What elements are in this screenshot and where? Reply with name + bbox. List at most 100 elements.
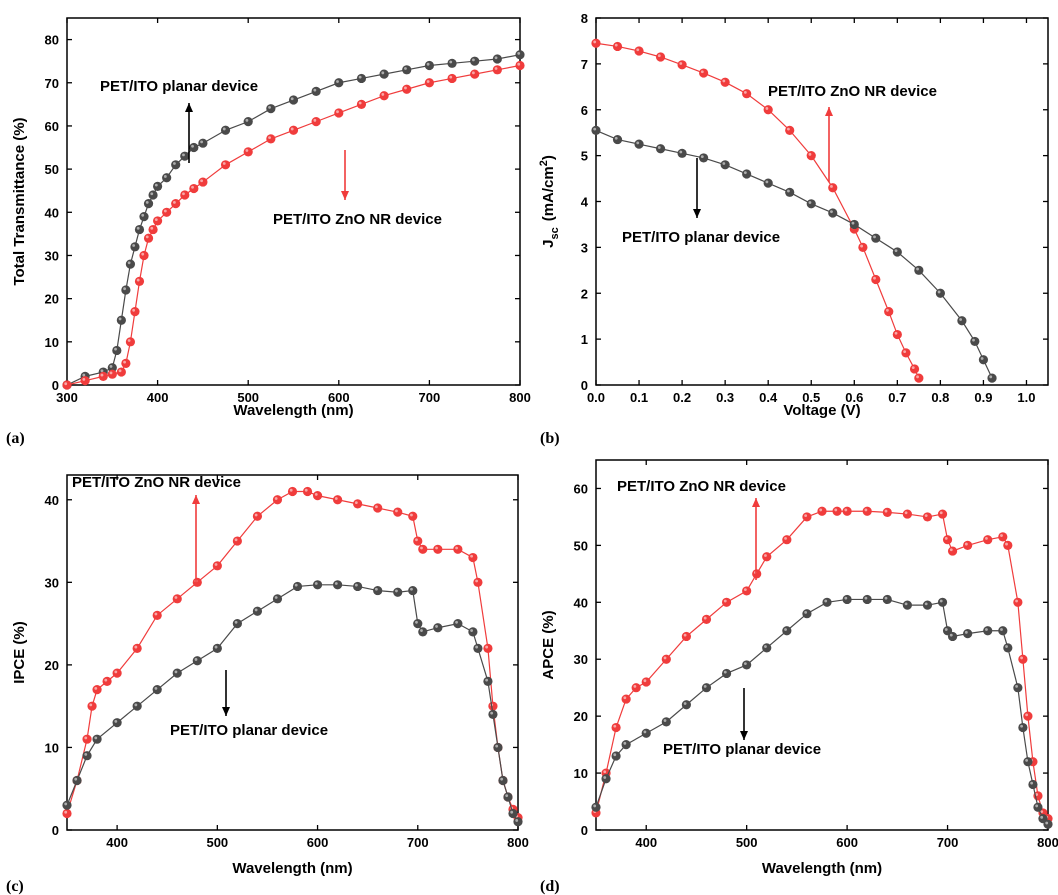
- data-point-highlight: [191, 185, 194, 189]
- y-tick-label: 10: [574, 766, 588, 781]
- data-point: [130, 242, 140, 252]
- data-point: [112, 718, 122, 728]
- data-point-highlight: [1005, 645, 1008, 648]
- data-point: [373, 585, 383, 596]
- data-point-highlight: [141, 252, 145, 256]
- data-point-highlight: [254, 608, 258, 612]
- data-point-highlight: [100, 369, 104, 373]
- y-tick-label: 60: [45, 119, 59, 134]
- data-point-highlight: [515, 819, 519, 822]
- data-point: [333, 495, 343, 505]
- data-point-highlight: [972, 338, 975, 342]
- data-point: [591, 38, 601, 48]
- data-point: [134, 276, 145, 286]
- data-point-highlight: [916, 375, 919, 379]
- data-point-highlight: [404, 86, 407, 90]
- data-point: [98, 371, 108, 381]
- y-tick-label: 30: [574, 652, 588, 667]
- data-point: [198, 177, 208, 187]
- x-axis-title: Wavelength (nm): [232, 860, 352, 877]
- data-point: [252, 606, 263, 616]
- data-point: [92, 734, 102, 744]
- annotation-label: PET/ITO planar device: [100, 78, 258, 95]
- data-point: [513, 817, 523, 827]
- data-point-highlight: [886, 308, 889, 312]
- data-point-highlight: [517, 62, 521, 66]
- data-point-highlight: [154, 218, 158, 222]
- data-point-highlight: [470, 554, 473, 558]
- data-point: [963, 540, 973, 550]
- y-tick-label: 0: [581, 378, 588, 393]
- annotation-arrow-head: [192, 495, 200, 504]
- data-point: [266, 104, 276, 114]
- x-tick-label: 800: [507, 835, 529, 850]
- data-point: [171, 199, 181, 209]
- series-0: [591, 506, 1053, 824]
- data-point-highlight: [222, 162, 226, 165]
- panel-label: (c): [6, 878, 24, 895]
- annotation-label: PET/ITO ZnO NR device: [617, 478, 786, 495]
- data-point-highlight: [1015, 684, 1018, 688]
- data-point-highlight: [381, 71, 385, 75]
- data-point: [802, 609, 812, 619]
- y-tick-label: 0: [52, 378, 59, 393]
- data-point-highlight: [358, 75, 362, 79]
- data-point-highlight: [623, 696, 627, 700]
- x-axis-title: Wavelength (nm): [762, 860, 882, 877]
- data-point-highlight: [154, 612, 158, 616]
- data-point-highlight: [764, 554, 767, 557]
- data-point-highlight: [636, 141, 640, 145]
- plot-frame: [595, 17, 1049, 386]
- data-point-highlight: [174, 596, 178, 599]
- data-point-highlight: [743, 588, 747, 592]
- x-tick-label: 600: [328, 390, 350, 405]
- data-point: [1028, 779, 1038, 790]
- data-point-highlight: [127, 261, 131, 265]
- data-point-highlight: [475, 579, 479, 583]
- data-point-highlight: [495, 744, 499, 748]
- data-point: [862, 594, 872, 605]
- y-tick-label: 40: [45, 205, 59, 220]
- data-point-highlight: [834, 508, 838, 512]
- y-tick-label: 0: [52, 823, 59, 838]
- data-point-highlight: [939, 599, 943, 603]
- data-point: [180, 151, 190, 161]
- data-point: [447, 58, 457, 68]
- data-point: [611, 751, 621, 761]
- data-point-highlight: [700, 70, 704, 74]
- data-point: [591, 802, 601, 812]
- data-point-highlight: [593, 40, 597, 44]
- data-point-highlight: [200, 140, 204, 144]
- data-point: [62, 800, 72, 810]
- data-point: [334, 78, 344, 88]
- data-point: [139, 250, 149, 261]
- data-point-highlight: [844, 596, 848, 600]
- data-point-highlight: [182, 192, 185, 196]
- data-point: [937, 509, 948, 519]
- data-point: [232, 536, 242, 546]
- data-point: [148, 190, 158, 200]
- data-point-highlight: [426, 80, 430, 83]
- data-point: [243, 147, 253, 157]
- data-point: [681, 631, 692, 642]
- data-point-highlight: [114, 347, 117, 351]
- data-point: [634, 139, 644, 149]
- data-point: [621, 740, 631, 750]
- data-point-highlight: [145, 235, 149, 239]
- data-point-highlight: [939, 511, 943, 515]
- data-point: [139, 212, 149, 222]
- data-point: [192, 656, 202, 666]
- data-point-highlight: [703, 684, 707, 688]
- data-point-highlight: [623, 741, 627, 745]
- x-tick-label: 0.3: [716, 390, 734, 405]
- data-point-highlight: [1005, 542, 1008, 546]
- data-point-highlight: [82, 377, 86, 381]
- data-point-highlight: [985, 628, 988, 631]
- data-point: [252, 511, 263, 521]
- data-point-highlight: [472, 58, 475, 62]
- data-point-highlight: [214, 645, 218, 649]
- data-point: [515, 60, 525, 71]
- data-point: [132, 643, 142, 653]
- x-axis-title: Wavelength (nm): [233, 402, 353, 419]
- data-point: [220, 125, 231, 135]
